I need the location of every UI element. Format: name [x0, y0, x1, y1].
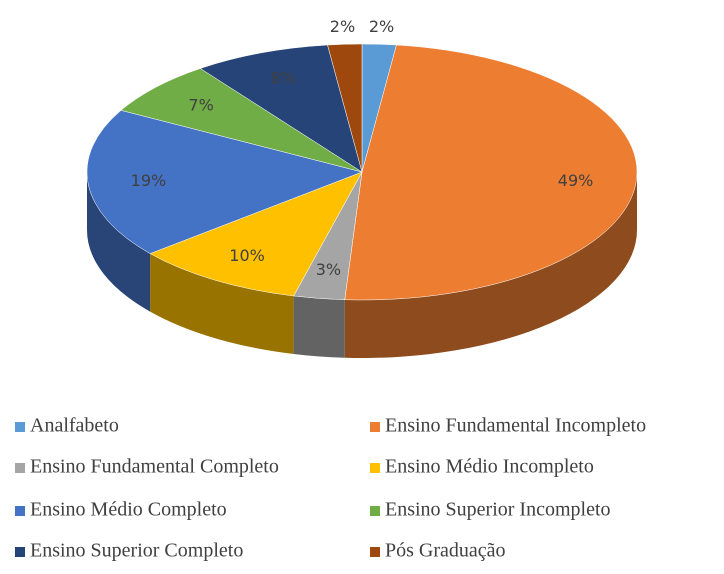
- legend-label: Pós Graduação: [385, 540, 506, 562]
- legend-label: Ensino Fundamental Incompleto: [385, 415, 646, 437]
- legend-label: Ensino Superior Completo: [30, 540, 243, 562]
- slice: [199, 44, 363, 173]
- slice: [327, 43, 363, 173]
- data-label: 2%: [330, 17, 355, 36]
- legend-label: Ensino Médio Completo: [30, 499, 227, 521]
- legend-swatch: [370, 506, 380, 516]
- slice-side: [150, 253, 294, 354]
- legend-swatch: [15, 422, 25, 432]
- data-label: 10%: [229, 246, 265, 265]
- legend-swatch: [15, 463, 25, 473]
- legend-label: Ensino Médio Incompleto: [385, 456, 594, 478]
- slice-side: [293, 295, 345, 358]
- legend-label: Ensino Superior Incompleto: [385, 499, 611, 521]
- slice: [149, 171, 363, 297]
- legend-label: Ensino Fundamental Completo: [30, 456, 279, 478]
- data-label: 8%: [270, 69, 295, 88]
- data-label: 19%: [131, 171, 167, 190]
- legend-swatch: [15, 506, 25, 516]
- data-label: 3%: [316, 260, 341, 279]
- data-label: 2%: [369, 17, 394, 36]
- legend-swatch: [15, 547, 25, 557]
- slice-side: [344, 172, 637, 359]
- slice: [86, 110, 363, 254]
- data-label: 49%: [558, 171, 594, 190]
- legend-swatch: [370, 422, 380, 432]
- data-label: 7%: [188, 95, 213, 114]
- legend-label: Analfabeto: [30, 415, 119, 437]
- slice: [344, 44, 638, 301]
- legend-swatch: [370, 547, 380, 557]
- slice-side: [87, 172, 151, 312]
- legend-swatch: [370, 463, 380, 473]
- slice: [120, 68, 363, 173]
